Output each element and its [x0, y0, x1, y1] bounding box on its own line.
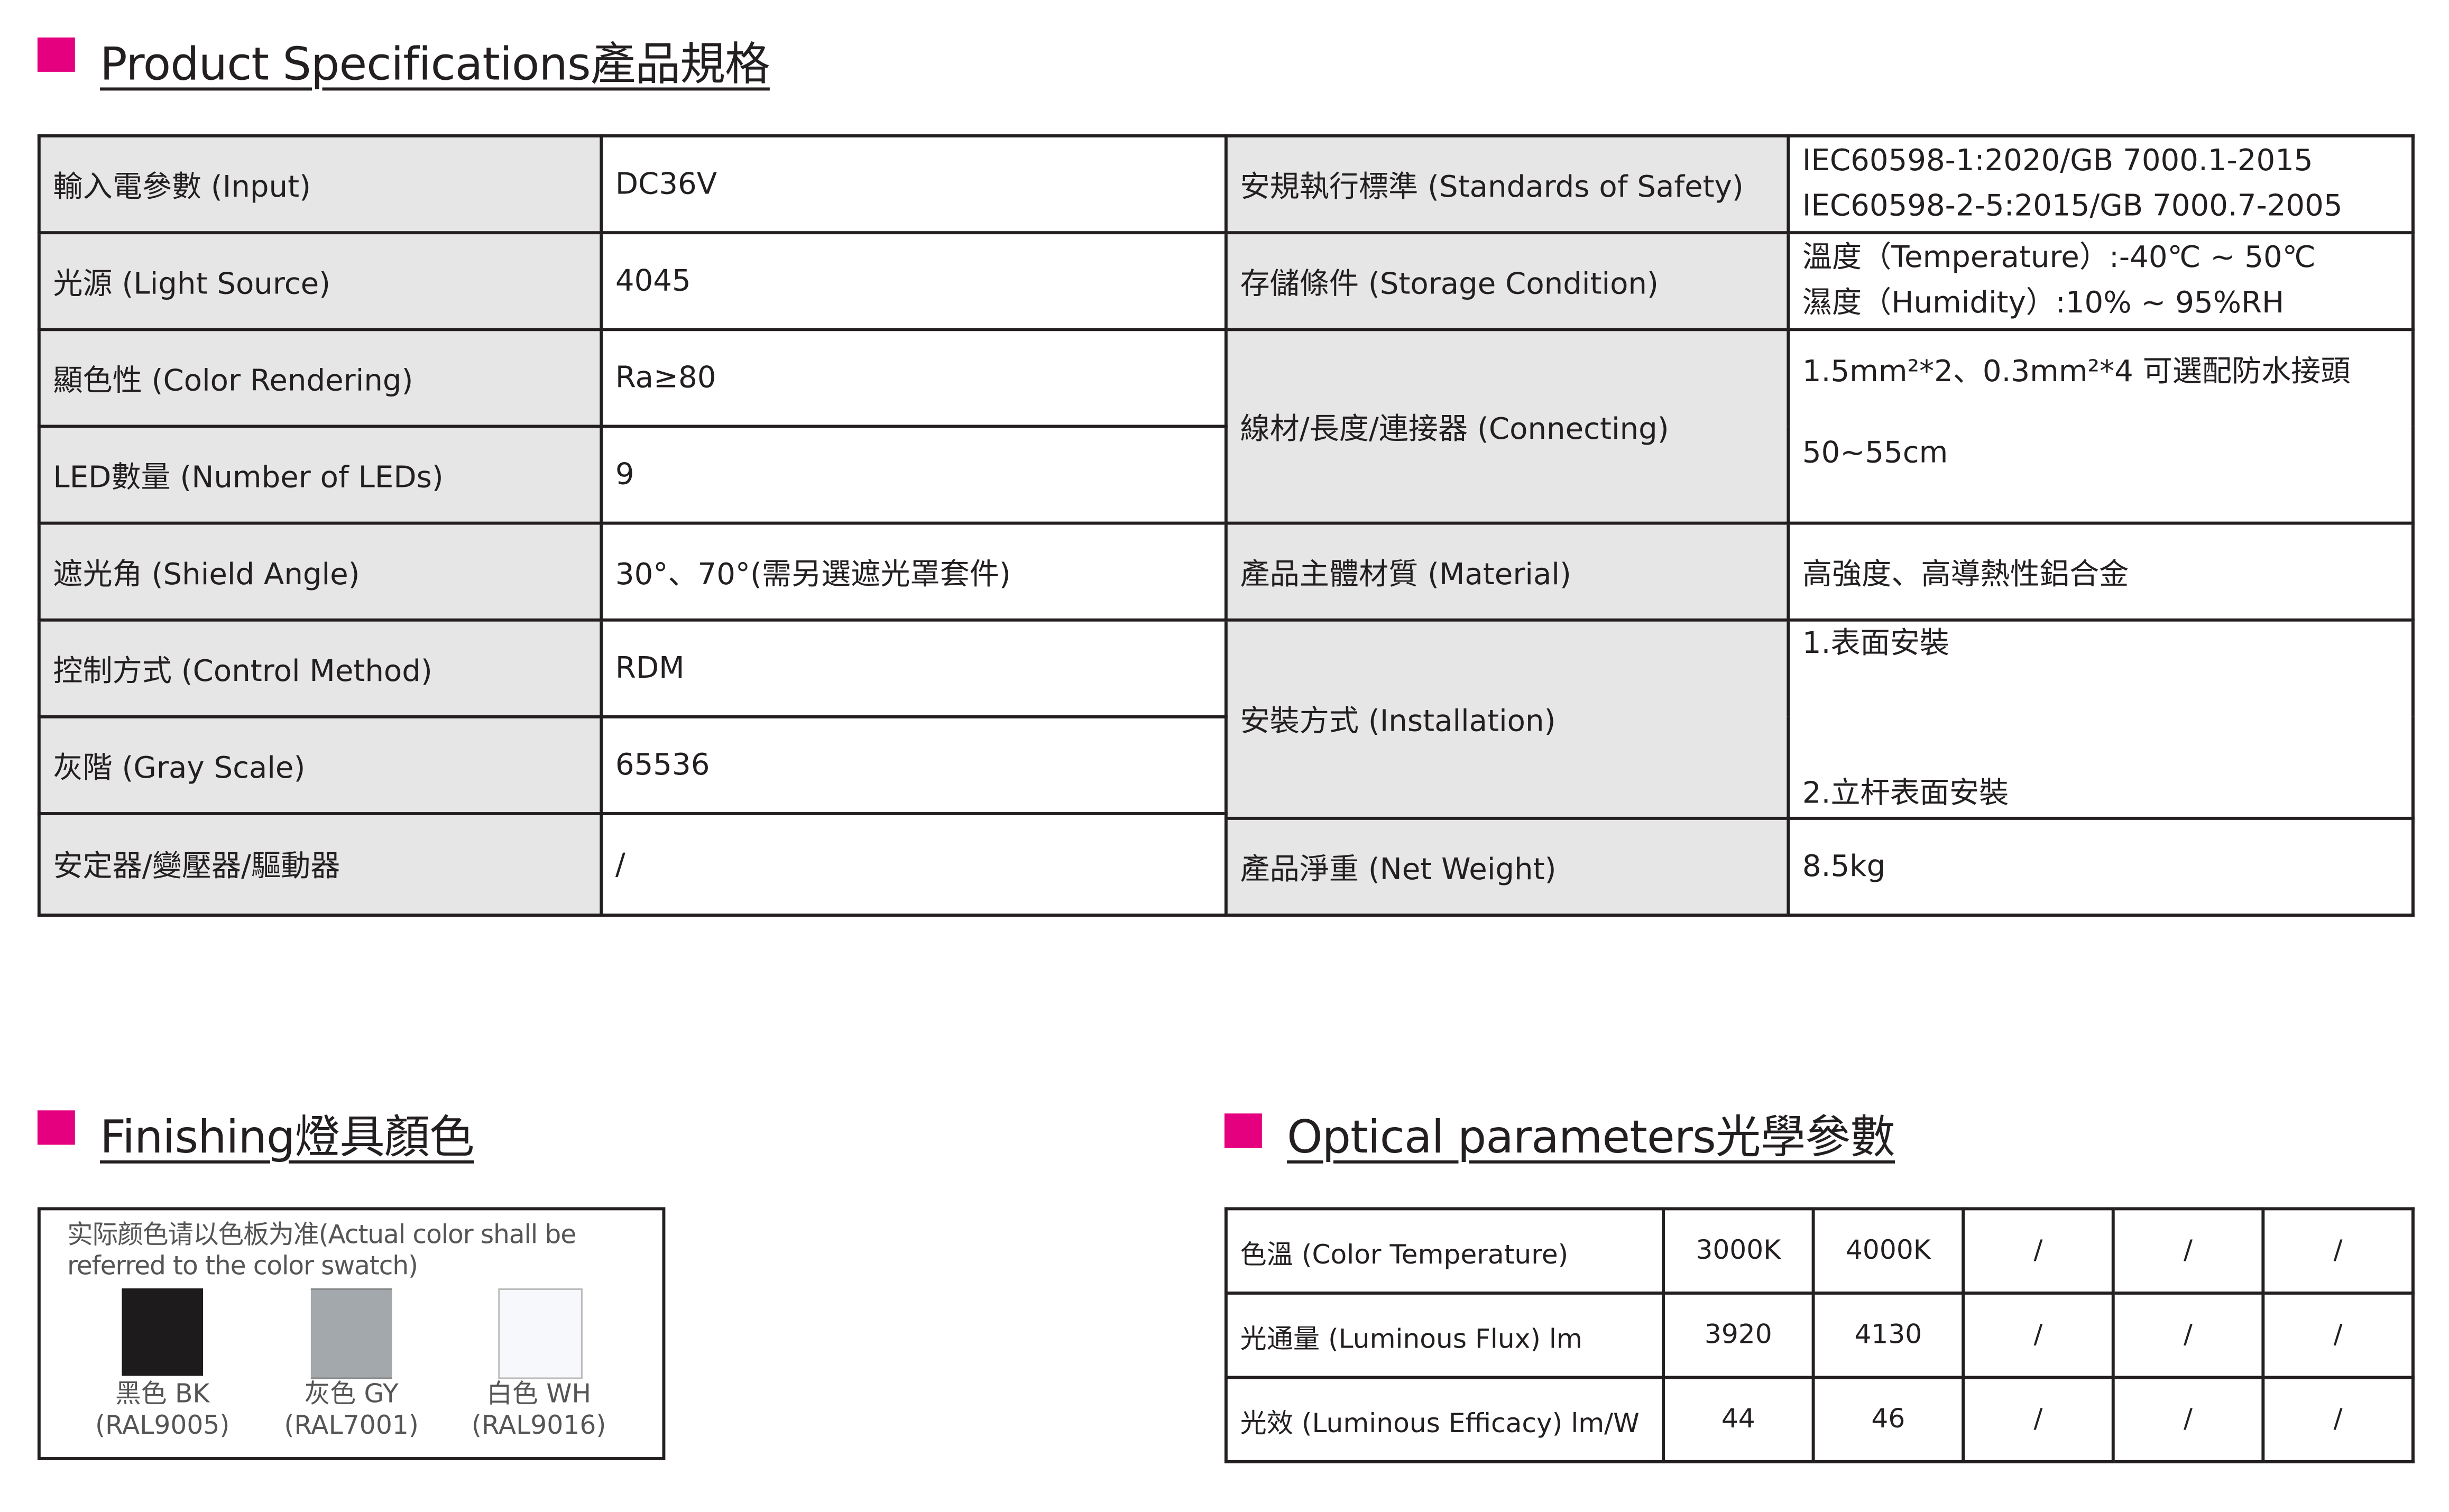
table-row: 輸入電參數 (Input) DC36V 安規執行標準 (Standards of…: [37, 134, 2415, 235]
optical-table: 色溫 (Color Temperature) 3000K 4000K / / / 光通量 (…: [1224, 1207, 2415, 1463]
swatch-label: 灰色 GY (RAL7001): [265, 1379, 437, 1441]
spec-value: 9: [600, 425, 1228, 525]
optical-value: /: [2261, 1376, 2415, 1463]
section-marker-icon: [37, 1110, 75, 1145]
optical-value: /: [2261, 1291, 2415, 1379]
swatch-code: (RAL9005): [95, 1410, 230, 1440]
table-row: 產品淨重 (Net Weight) 8.5kg: [39, 816, 2415, 917]
spec-value: 4045: [600, 231, 1228, 331]
installation-line: 2.立杆表面安裝: [1802, 776, 2009, 811]
optical-heading: Optical parameters光學參數: [1287, 1110, 1895, 1164]
table-row: 遮光角 (Shield Angle) 30°、70°(需另選遮光罩套件) 產品主…: [37, 521, 2415, 622]
spec-label: 安規執行標準 (Standards of Safety): [1224, 134, 1790, 235]
table-row: 光效 (Luminous Efficacy) lm/W 44 46// /: [1224, 1376, 2415, 1463]
finishing-box: 实际颜色请以色板为准(Actual color shall be referre…: [37, 1207, 666, 1460]
optical-value: /: [2111, 1207, 2265, 1295]
spec-value: 30°、70°(需另選遮光罩套件): [600, 521, 1228, 622]
optical-value: /: [2261, 1207, 2415, 1295]
optical-label: 光效 (Luminous Efficacy) lm/W: [1224, 1376, 1665, 1463]
spec-label: 安定器/變壓器/驅動器: [37, 812, 603, 917]
spec-value: DC36V: [600, 134, 1228, 235]
table-row: 控制方式 (Control Method) RDM 安裝方式 (Installa…: [37, 618, 2415, 820]
swatch-name: 黑色 BK: [115, 1379, 210, 1409]
safety-line: IEC60598-1:2020/GB 7000.1-2015: [1802, 143, 2313, 178]
swatch-label: 白色 WH (RAL9016): [453, 1379, 625, 1441]
swatch-label: 黑色 BK (RAL9005): [77, 1379, 248, 1441]
spec-label: 輸入電參數 (Input): [37, 134, 603, 235]
swatch-black: [122, 1288, 204, 1376]
swatch-code: (RAL7001): [284, 1410, 419, 1440]
table-row: 色溫 (Color Temperature) 3000K 4000K / / /: [1224, 1207, 2415, 1295]
spec-value: 溫度（Temperature）:-40℃ ~ 50℃ 濕度（Humidity）:1…: [1787, 231, 2415, 331]
swatch-white: [498, 1288, 583, 1379]
swatch-gray: [310, 1288, 392, 1379]
spec-label: 光源 (Light Source): [37, 231, 603, 331]
table-row: 安定器/變壓器/驅動器 /: [37, 812, 2413, 917]
table-row: 顯色性 (Color Rendering) Ra≥80 線材/長度/連接器 (C…: [37, 328, 2415, 525]
spec-label: 產品主體材質 (Material): [1224, 521, 1790, 622]
storage-line: 濕度（Humidity）:10% ~ 95%RH: [1802, 285, 2285, 320]
spec-value: RDM: [600, 618, 1228, 718]
spec-value: 65536: [600, 715, 1228, 815]
swatch-name: 灰色 GY: [304, 1379, 399, 1409]
safety-line: IEC60598-2-5:2015/GB 7000.7-2005: [1802, 189, 2343, 224]
optical-value: /: [2111, 1376, 2265, 1463]
spec-label: LED數量 (Number of LEDs): [37, 425, 603, 525]
connecting-line: 1.5mm²*2、0.3mm²*4 可選配防水接頭: [1802, 354, 2351, 389]
spec-value: 1.表面安裝 2.立杆表面安裝: [1787, 618, 2415, 820]
table-row: LED數量 (Number of LEDs) 9: [37, 425, 2413, 525]
spec-label: 顯色性 (Color Rendering): [37, 328, 603, 428]
spec-label: 線材/長度/連接器 (Connecting): [1224, 328, 1790, 525]
spec-value: Ra≥80: [600, 328, 1228, 428]
section-marker-icon: [1224, 1113, 1262, 1148]
table-row: 灰階 (Gray Scale) 65536: [37, 715, 2413, 815]
spec-value: 8.5kg: [1787, 816, 2415, 917]
spec-label: 遮光角 (Shield Angle): [37, 521, 603, 622]
optical-value: /: [1962, 1207, 2115, 1295]
optical-value: 4130: [1811, 1291, 1965, 1379]
section-marker-icon: [37, 37, 75, 72]
optical-label: 光通量 (Luminous Flux) lm: [1224, 1291, 1665, 1379]
table-row: 光源 (Light Source) 4045 存儲條件 (Storage Con…: [37, 231, 2415, 331]
specifications-table: 輸入電參數 (Input) DC36V 安規執行標準 (Standards of…: [37, 134, 2415, 917]
table-row: 光通量 (Luminous Flux) lm 3920 4130// /: [1224, 1291, 2415, 1379]
optical-label: 色溫 (Color Temperature): [1224, 1207, 1665, 1295]
optical-value: 44: [1662, 1376, 1815, 1463]
spec-label: 產品淨重 (Net Weight): [1224, 816, 1790, 917]
optical-value: 4000K: [1811, 1207, 1965, 1295]
specs-heading: Product Specifications產品規格: [100, 37, 770, 91]
spec-label: 安裝方式 (Installation): [1224, 618, 1790, 820]
connecting-line: 50~55cm: [1802, 435, 1948, 469]
optical-value: 46: [1811, 1376, 1965, 1463]
spec-value: 1.5mm²*2、0.3mm²*4 可選配防水接頭 50~55cm: [1787, 328, 2415, 525]
installation-line: 1.表面安裝: [1802, 626, 1950, 661]
optical-value: 3920: [1662, 1291, 1815, 1379]
spec-value: /: [600, 812, 1228, 917]
swatch-code: (RAL9016): [471, 1410, 606, 1440]
spec-label: 灰階 (Gray Scale): [37, 715, 603, 815]
spec-label: 控制方式 (Control Method): [37, 618, 603, 718]
finishing-heading: Finishing燈具顏色: [100, 1110, 474, 1164]
spec-value: 高強度、高導熱性鋁合金: [1787, 521, 2415, 622]
optical-value: /: [2111, 1291, 2265, 1379]
spec-label: 存儲條件 (Storage Condition): [1224, 231, 1790, 331]
optical-value: /: [1962, 1291, 2115, 1379]
swatch-name: 白色 WH: [486, 1379, 592, 1409]
optical-value: 3000K: [1662, 1207, 1815, 1295]
optical-value: /: [1962, 1376, 2115, 1463]
storage-line: 溫度（Temperature）:-40℃ ~ 50℃: [1802, 240, 2316, 275]
spec-value: IEC60598-1:2020/GB 7000.1-2015 IEC60598-2…: [1787, 134, 2415, 235]
color-note: 实际颜色请以色板为准(Actual color shall be referre…: [67, 1220, 576, 1281]
